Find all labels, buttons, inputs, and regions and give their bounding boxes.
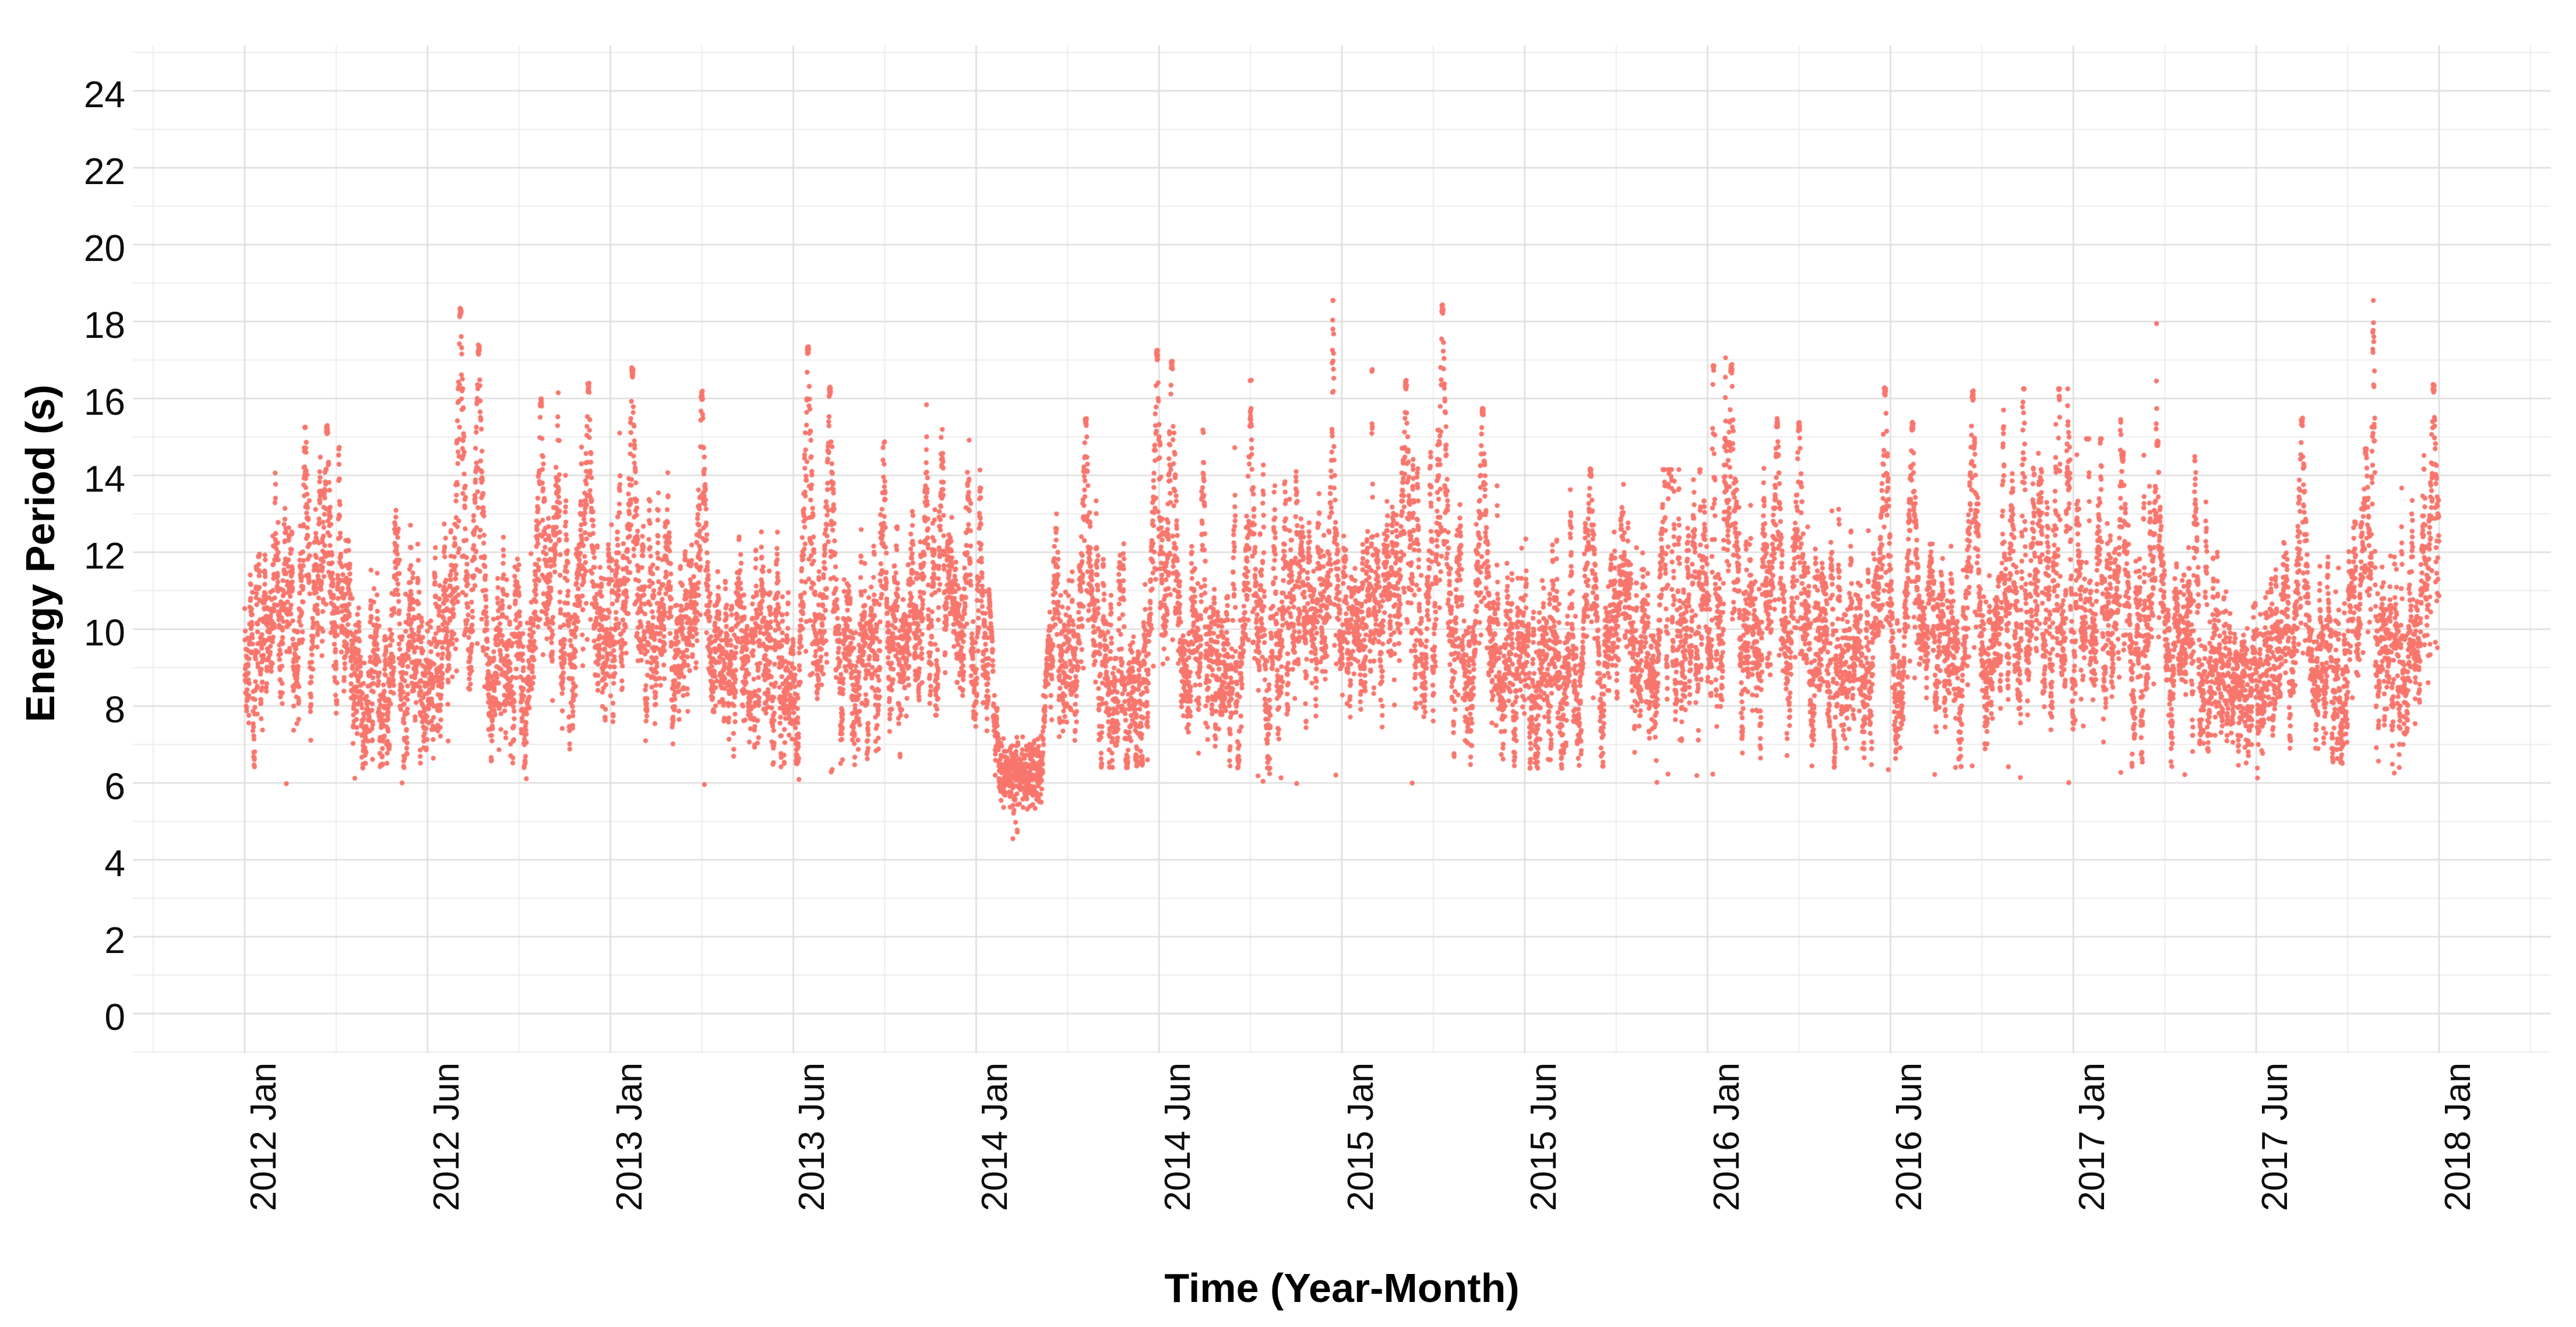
- x-tick-label: 2013 Jan: [609, 1063, 650, 1212]
- y-tick-label: 18: [83, 304, 125, 346]
- x-tick-label: 2017 Jan: [2072, 1063, 2113, 1212]
- y-tick-label: 10: [83, 612, 125, 654]
- x-axis-title: Time (Year-Month): [1164, 1265, 1520, 1311]
- y-tick-label: 8: [104, 689, 125, 730]
- y-tick-label: 14: [83, 458, 125, 500]
- y-tick-label: 2: [104, 919, 125, 961]
- scatter-points-canvas: [133, 45, 2551, 1053]
- x-tick-label: 2015 Jun: [1523, 1063, 1564, 1212]
- y-tick-label: 4: [104, 842, 125, 884]
- y-tick-label: 0: [104, 996, 125, 1038]
- x-tick-label: 2014 Jun: [1158, 1063, 1199, 1212]
- x-tick-label: 2016 Jun: [1889, 1063, 1930, 1212]
- x-tick-label: 2012 Jun: [426, 1063, 467, 1212]
- x-tick-label: 2013 Jun: [792, 1063, 833, 1212]
- x-tick-label: 2016 Jan: [1706, 1063, 1747, 1212]
- x-tick-label: 2015 Jan: [1340, 1063, 1381, 1212]
- y-tick-label: 24: [83, 73, 125, 115]
- x-tick-label: 2017 Jun: [2255, 1063, 2296, 1212]
- y-tick-label: 16: [83, 381, 125, 423]
- y-axis-title: Energy Period (s): [17, 384, 63, 722]
- plot-panel: [133, 45, 2551, 1053]
- y-tick-label: 12: [83, 535, 125, 577]
- x-tick-label: 2018 Jan: [2437, 1063, 2478, 1212]
- y-tick-label: 22: [83, 150, 125, 192]
- y-tick-label: 6: [104, 765, 125, 807]
- x-tick-label: 2014 Jan: [975, 1063, 1016, 1212]
- y-tick-label: 20: [83, 227, 125, 269]
- x-tick-label: 2012 Jan: [244, 1063, 284, 1212]
